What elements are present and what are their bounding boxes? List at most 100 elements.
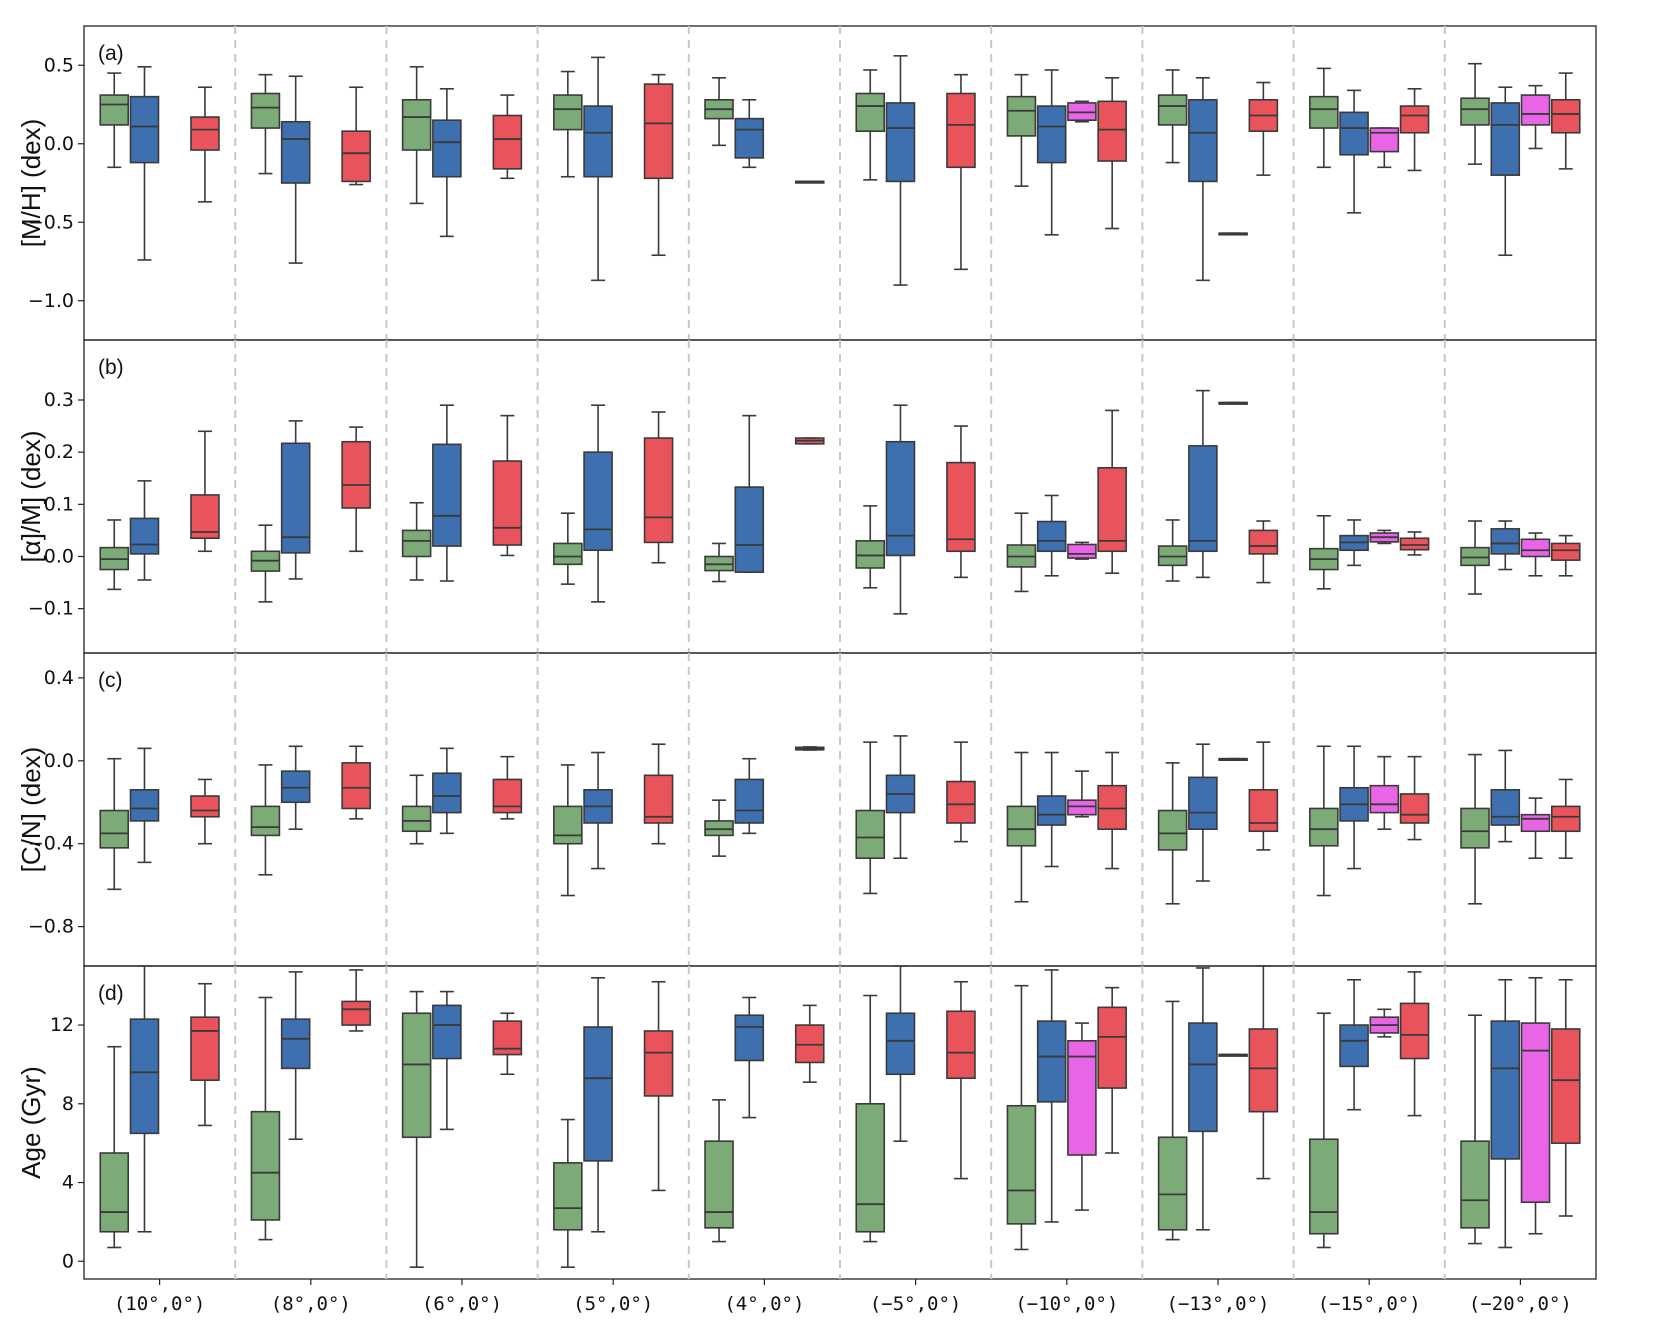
- box-magenta: [1067, 1040, 1097, 1156]
- box-red: [492, 460, 523, 546]
- box-red: [190, 1016, 220, 1081]
- box-green: [1157, 1136, 1188, 1231]
- box-green: [401, 805, 432, 833]
- box-blue: [1490, 1020, 1521, 1160]
- box-blue: [1339, 1024, 1369, 1068]
- box-red: [1097, 100, 1127, 162]
- box-blue: [432, 772, 462, 814]
- box-blue: [129, 517, 160, 555]
- box-green: [1460, 807, 1490, 849]
- box-blue: [1188, 445, 1218, 553]
- box-red: [341, 1000, 371, 1026]
- x-tick-label: (4°,0°): [724, 1293, 804, 1315]
- panel-letter: (b): [98, 356, 124, 379]
- box-green: [553, 542, 583, 566]
- box-red: [1399, 537, 1430, 551]
- y-tick-label: 0.4: [44, 667, 74, 689]
- box-red: [643, 774, 674, 824]
- box-blue: [129, 789, 160, 822]
- box-green: [1309, 1138, 1339, 1235]
- box-green: [704, 1140, 734, 1229]
- box-blue: [280, 120, 311, 184]
- box-blue: [885, 102, 916, 183]
- box-blue: [1036, 105, 1067, 164]
- box-red: [1097, 1006, 1127, 1089]
- box-green: [250, 1110, 281, 1221]
- y-tick-label: 0.0: [44, 750, 74, 772]
- box-green: [401, 98, 432, 151]
- x-tick-label: (−5°,0°): [870, 1293, 962, 1315]
- box-blue: [432, 443, 462, 547]
- box-red: [1399, 1002, 1430, 1060]
- box-green: [1309, 807, 1339, 847]
- box-blue: [1490, 528, 1521, 555]
- x-tick-label: (−13°,0°): [1167, 1293, 1270, 1315]
- box-red: [643, 83, 674, 180]
- y-tick-label: 0: [62, 1250, 74, 1272]
- box-red: [1550, 98, 1581, 134]
- box-blue: [885, 1012, 916, 1076]
- box-red: [1399, 793, 1430, 824]
- box-blue: [583, 451, 613, 552]
- y-tick-label: −0.1: [28, 598, 74, 620]
- box-red: [341, 130, 371, 183]
- box-green: [99, 809, 130, 849]
- box-green: [99, 94, 130, 126]
- y-tick-label: −1.0: [28, 290, 74, 312]
- box-blue: [1339, 111, 1369, 156]
- y-tick-label: −0.8: [28, 916, 74, 938]
- x-tick-label: (−15°,0°): [1318, 1293, 1421, 1315]
- box-magenta: [1520, 538, 1551, 558]
- y-tick-label: 0.5: [44, 54, 74, 76]
- box-magenta: [1067, 799, 1097, 816]
- box-green: [1157, 94, 1188, 126]
- box-green: [855, 92, 886, 132]
- box-blue: [583, 105, 613, 178]
- box-magenta: [1520, 1022, 1551, 1204]
- box-blue: [1490, 789, 1521, 826]
- y-tick-label: 4: [62, 1172, 74, 1194]
- y-axis-label: [C/N] (dex): [16, 747, 46, 873]
- box-magenta: [1369, 127, 1400, 153]
- box-blue: [1036, 1020, 1067, 1103]
- box-green: [401, 529, 432, 558]
- box-blue: [1188, 1022, 1218, 1133]
- box-red: [946, 780, 976, 824]
- y-axis-label: Age (Gyr): [16, 1066, 46, 1179]
- box-blue: [734, 1014, 765, 1062]
- box-red: [1550, 1028, 1581, 1144]
- box-green: [1006, 805, 1037, 847]
- box-red: [946, 461, 976, 553]
- panel-letter: (a): [98, 42, 124, 65]
- box-green: [1460, 546, 1490, 567]
- box-blue: [280, 770, 311, 804]
- y-tick-label: 12: [50, 1014, 74, 1036]
- box-green: [704, 820, 734, 837]
- box-green: [1006, 95, 1037, 137]
- box-green: [855, 809, 886, 860]
- box-blue: [1036, 520, 1067, 553]
- box-blue: [734, 778, 765, 824]
- box-blue: [734, 117, 765, 159]
- box-red: [643, 1030, 674, 1097]
- y-axis-label: [M/H] (dex): [16, 119, 46, 248]
- box-magenta: [1067, 543, 1097, 559]
- box-magenta: [1520, 813, 1551, 833]
- box-red: [946, 92, 976, 169]
- panel-letter: (d): [98, 982, 124, 1005]
- box-blue: [583, 1026, 613, 1162]
- box-red: [492, 114, 523, 170]
- y-tick-label: 8: [62, 1093, 74, 1115]
- x-tick-label: (5°,0°): [573, 1293, 653, 1315]
- box-red: [341, 762, 371, 810]
- box-green: [1006, 1104, 1037, 1225]
- box-blue: [885, 440, 916, 557]
- box-red: [1550, 805, 1581, 833]
- box-green: [1157, 809, 1188, 851]
- box-blue: [734, 486, 765, 573]
- box-red: [794, 1024, 825, 1064]
- y-tick-label: 0.2: [44, 441, 74, 463]
- x-tick-label: (10°,0°): [114, 1293, 206, 1315]
- box-green: [553, 94, 583, 131]
